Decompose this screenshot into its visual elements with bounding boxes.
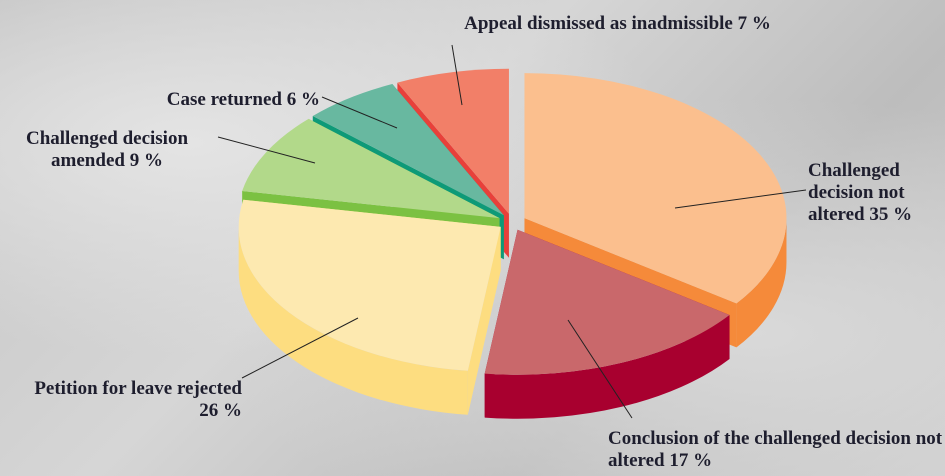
category-name: Appeal dismissed as inadmissible (464, 13, 733, 34)
slice-label: Petition for leave rejected 26 % (30, 378, 242, 422)
leader-line (217, 136, 316, 164)
value-label: 6 % (286, 89, 320, 110)
value-label: 17 % (669, 450, 713, 471)
slice-label: Appeal dismissed as inadmissible 7 % (405, 13, 830, 35)
slice (238, 199, 501, 371)
slice-label: Case returned 6 % (100, 89, 320, 111)
slice-side (736, 218, 787, 348)
value-label: 26 % (199, 400, 242, 421)
leader-line (321, 96, 398, 129)
leader-line (241, 317, 359, 379)
slice-side (238, 226, 468, 415)
category-name: Conclusion of the challenged decision no… (608, 428, 943, 471)
slice-label: Challenged decision not altered 35 % (808, 160, 943, 226)
value-label: 7 % (737, 13, 771, 34)
slice (312, 84, 504, 216)
category-name: Case returned (166, 89, 282, 110)
leader-line (451, 44, 463, 106)
category-name: Challenged decision amended (25, 128, 189, 171)
slice-edge (467, 226, 501, 415)
slice (484, 229, 730, 375)
slice-label: Challenged decision amended 9 % (2, 128, 212, 172)
category-name: Petition for leave rejected (34, 378, 242, 399)
slice (397, 68, 509, 214)
slice (524, 73, 787, 304)
category-name: Challenged decision not altered (808, 160, 905, 225)
leader-line (674, 189, 807, 209)
slice (242, 118, 500, 219)
leader-line (567, 319, 633, 419)
value-label: 9 % (129, 150, 163, 171)
value-label: 35 % (869, 204, 913, 225)
slice-side (484, 314, 730, 419)
slice-label: Conclusion of the challenged decision no… (608, 428, 943, 472)
